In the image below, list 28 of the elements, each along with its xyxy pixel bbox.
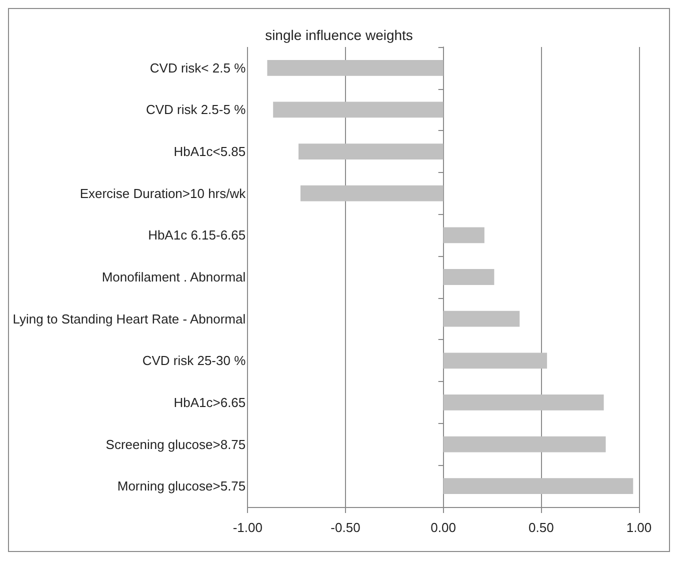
x-tick-label: 1.00 <box>626 520 652 535</box>
x-tick-label: -0.50 <box>330 520 360 535</box>
y-tick-label: CVD risk< 2.5 % <box>150 60 246 76</box>
y-tick-label: Morning glucose>5.75 <box>117 478 246 494</box>
y-tick-label: HbA1c>6.65 <box>174 394 246 410</box>
bar <box>298 144 444 160</box>
bar <box>443 394 604 410</box>
bar <box>300 185 444 202</box>
bar <box>443 269 494 285</box>
y-tick-label: HbA1c 6.15-6.65 <box>148 228 246 243</box>
bar <box>443 310 520 327</box>
bar <box>267 60 444 76</box>
y-tick-label: Exercise Duration>10 hrs/wk <box>80 186 246 201</box>
x-tick-label: -1.00 <box>232 520 262 535</box>
y-tick-label: CVD risk 25-30 % <box>142 353 246 368</box>
x-tick-label: 0.00 <box>430 520 456 535</box>
x-tick-label: 0.50 <box>528 520 554 535</box>
bar <box>273 102 444 118</box>
y-tick-label: Monofilament . Abnormal <box>102 270 246 284</box>
chart-title: single influence weights <box>265 27 413 43</box>
y-tick-label: Screening glucose>8.75 <box>106 436 246 452</box>
bar <box>443 436 606 452</box>
bar <box>443 352 548 369</box>
y-tick-label: Lying to Standing Heart Rate - Abnormal <box>12 311 246 326</box>
bar <box>443 227 484 244</box>
bar <box>443 478 634 494</box>
y-tick-label: CVD risk 2.5-5 % <box>146 102 246 118</box>
y-tick-label: HbA1c<5.85 <box>174 144 246 160</box>
